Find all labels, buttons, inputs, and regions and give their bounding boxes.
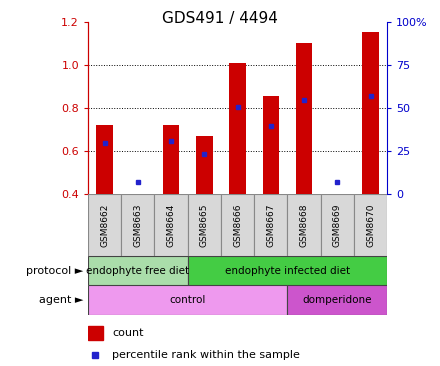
Bar — [88, 194, 121, 256]
Bar — [188, 256, 387, 285]
Text: protocol ►: protocol ► — [26, 266, 84, 276]
Bar — [362, 31, 379, 194]
Text: GSM8670: GSM8670 — [366, 203, 375, 247]
Text: GSM8668: GSM8668 — [300, 203, 308, 247]
Text: endophyte free diet: endophyte free diet — [86, 266, 190, 276]
Bar — [163, 125, 180, 194]
Text: agent ►: agent ► — [39, 295, 84, 305]
Text: GSM8662: GSM8662 — [100, 203, 109, 247]
Bar — [188, 194, 221, 256]
Text: count: count — [112, 328, 143, 338]
Bar — [196, 136, 213, 194]
Bar — [287, 285, 387, 315]
Bar — [154, 194, 188, 256]
Text: GSM8667: GSM8667 — [266, 203, 275, 247]
Text: GDS491 / 4494: GDS491 / 4494 — [162, 11, 278, 26]
Bar — [254, 194, 287, 256]
Bar — [229, 63, 246, 194]
Bar — [88, 285, 287, 315]
Bar — [88, 256, 188, 285]
Text: GSM8666: GSM8666 — [233, 203, 242, 247]
Bar — [287, 194, 321, 256]
Text: control: control — [169, 295, 206, 305]
Bar — [96, 125, 113, 194]
Text: GSM8665: GSM8665 — [200, 203, 209, 247]
Bar — [88, 326, 103, 340]
Text: domperidone: domperidone — [303, 295, 372, 305]
Text: GSM8669: GSM8669 — [333, 203, 342, 247]
Bar — [221, 194, 254, 256]
Text: GSM8664: GSM8664 — [167, 203, 176, 247]
Text: GSM8663: GSM8663 — [133, 203, 143, 247]
Bar — [296, 44, 312, 194]
Bar — [263, 96, 279, 194]
Bar — [354, 194, 387, 256]
Bar — [321, 194, 354, 256]
Text: percentile rank within the sample: percentile rank within the sample — [112, 350, 300, 360]
Text: endophyte infected diet: endophyte infected diet — [225, 266, 350, 276]
Bar — [121, 194, 154, 256]
